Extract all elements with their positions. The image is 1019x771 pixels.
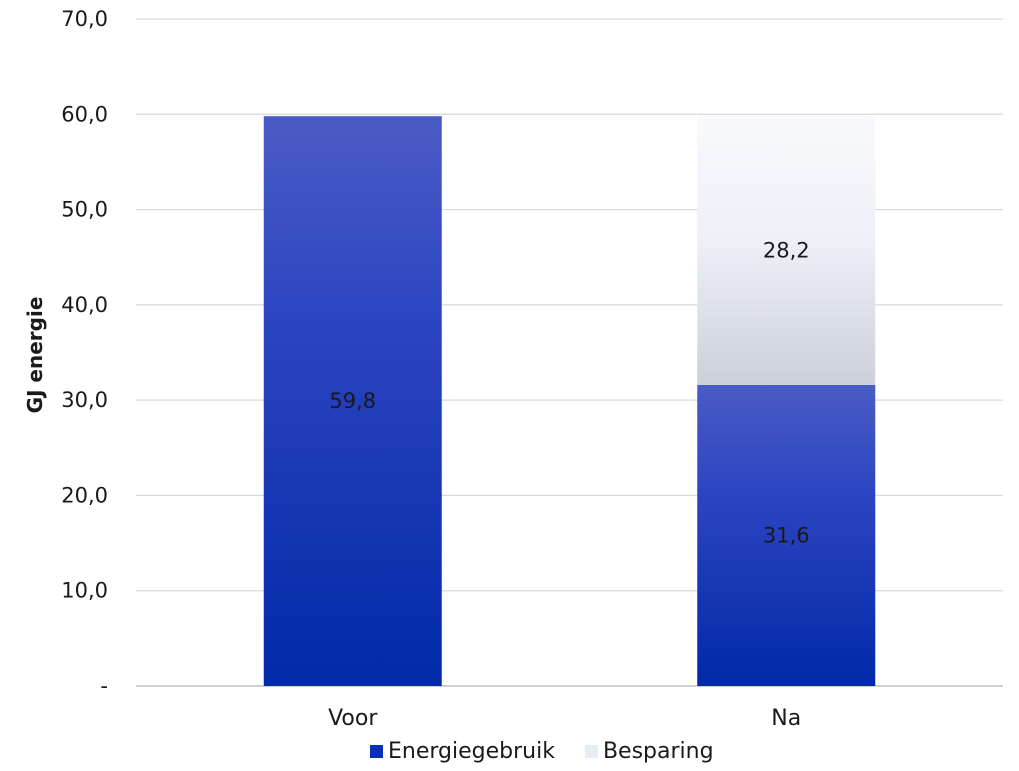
legend-swatch: [370, 745, 383, 758]
y-tick-label: 10,0: [61, 579, 108, 603]
y-tick-label: 20,0: [61, 483, 108, 507]
bar-1-1: [697, 116, 876, 385]
bar-0-0: [263, 116, 442, 687]
y-tick-label: 30,0: [61, 388, 108, 412]
legend-label: Besparing: [603, 739, 714, 764]
data-label: 59,8: [329, 389, 376, 413]
y-tick-label: 70,0: [61, 7, 108, 31]
legend-label: Energiegebruik: [388, 739, 555, 764]
y-axis: - 10,0 20,0 30,0 40,0 50,0 60,0 70,0: [61, 7, 108, 698]
y-tick-label: 40,0: [61, 293, 108, 317]
legend-swatch: [584, 745, 598, 758]
data-label: 28,2: [763, 239, 810, 263]
y-tick-label: 50,0: [61, 198, 108, 222]
x-tick-label: Voor: [328, 706, 378, 731]
y-tick-label: 60,0: [61, 102, 108, 126]
legend: Energiegebruik Besparing: [370, 739, 714, 764]
y-tick-label: -: [100, 674, 108, 698]
y-axis-title: GJ energie: [23, 297, 47, 414]
x-axis: Voor Na: [328, 706, 801, 731]
x-tick-label: Na: [771, 706, 801, 731]
bars: 59,8 31,6 28,2: [263, 116, 876, 687]
data-label: 31,6: [763, 523, 810, 547]
bar-0-1: [697, 384, 876, 686]
